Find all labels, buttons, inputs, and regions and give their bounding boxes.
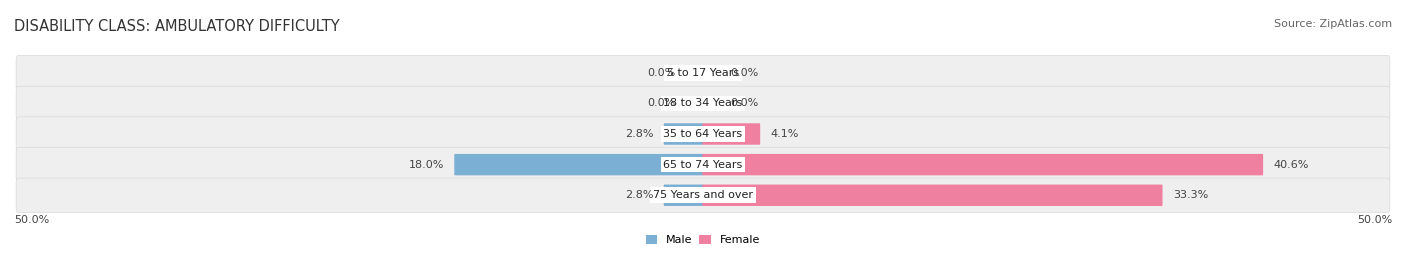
- FancyBboxPatch shape: [664, 185, 703, 206]
- Text: Source: ZipAtlas.com: Source: ZipAtlas.com: [1274, 19, 1392, 29]
- Text: 4.1%: 4.1%: [770, 129, 799, 139]
- FancyBboxPatch shape: [703, 123, 761, 145]
- Text: 40.6%: 40.6%: [1274, 160, 1309, 170]
- FancyBboxPatch shape: [703, 185, 1163, 206]
- Text: 5 to 17 Years: 5 to 17 Years: [666, 68, 740, 78]
- Text: 35 to 64 Years: 35 to 64 Years: [664, 129, 742, 139]
- Text: 0.0%: 0.0%: [647, 98, 675, 108]
- FancyBboxPatch shape: [15, 178, 1391, 213]
- FancyBboxPatch shape: [664, 123, 703, 145]
- Text: 2.8%: 2.8%: [624, 190, 654, 200]
- Text: 33.3%: 33.3%: [1173, 190, 1208, 200]
- Text: 50.0%: 50.0%: [14, 215, 49, 225]
- FancyBboxPatch shape: [15, 117, 1391, 151]
- Text: 0.0%: 0.0%: [647, 68, 675, 78]
- Text: 75 Years and over: 75 Years and over: [652, 190, 754, 200]
- Text: 2.8%: 2.8%: [624, 129, 654, 139]
- Text: 0.0%: 0.0%: [731, 98, 759, 108]
- FancyBboxPatch shape: [454, 154, 703, 175]
- FancyBboxPatch shape: [15, 147, 1391, 182]
- Text: 0.0%: 0.0%: [731, 68, 759, 78]
- Text: 65 to 74 Years: 65 to 74 Years: [664, 160, 742, 170]
- Text: 18 to 34 Years: 18 to 34 Years: [664, 98, 742, 108]
- Text: 18.0%: 18.0%: [409, 160, 444, 170]
- FancyBboxPatch shape: [15, 55, 1391, 90]
- Text: DISABILITY CLASS: AMBULATORY DIFFICULTY: DISABILITY CLASS: AMBULATORY DIFFICULTY: [14, 19, 340, 34]
- Text: 50.0%: 50.0%: [1357, 215, 1392, 225]
- Legend: Male, Female: Male, Female: [647, 234, 759, 245]
- FancyBboxPatch shape: [15, 86, 1391, 121]
- FancyBboxPatch shape: [703, 154, 1263, 175]
